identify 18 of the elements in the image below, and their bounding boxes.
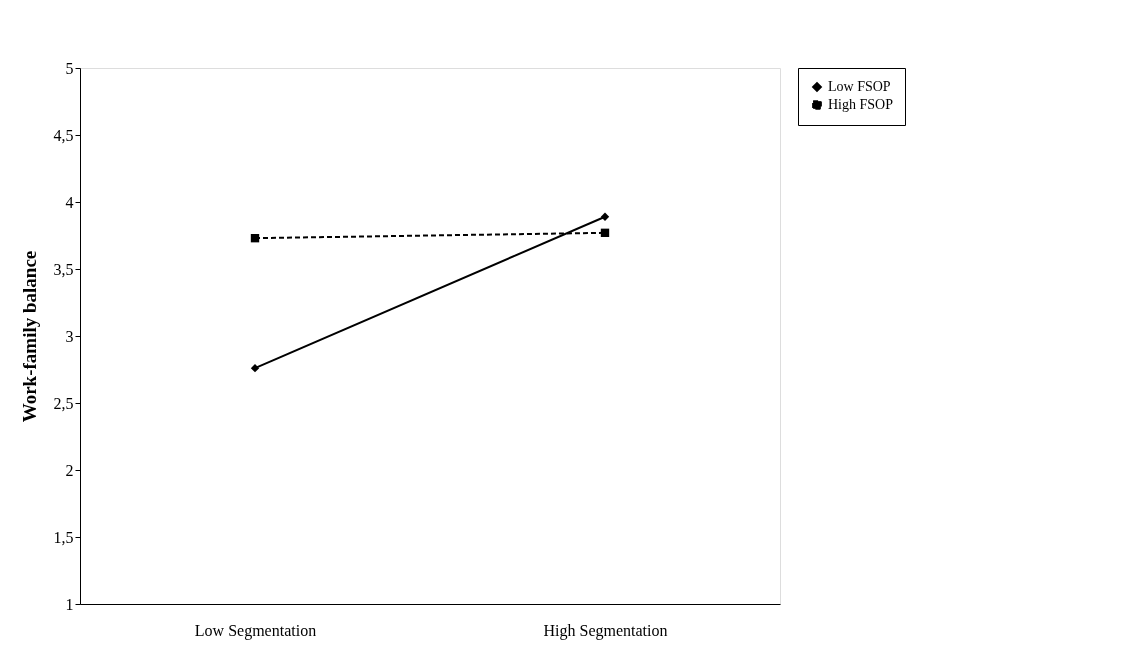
point [250, 234, 260, 243]
y-tick-label: 4 [65, 193, 74, 211]
y-tick-label: 3 [65, 327, 74, 345]
y-tick-label: 1 [65, 595, 74, 613]
y-tick-label: 1,5 [53, 528, 74, 546]
point [600, 212, 610, 221]
y-tick-label: 5 [65, 59, 74, 77]
x-tick-label: Low Segmentation [194, 621, 317, 640]
legend-label: Low FSOP [828, 79, 891, 94]
y-tick-label: 3,5 [53, 260, 74, 278]
legend-label: High FSOP [828, 97, 894, 112]
y-tick-label: 2,5 [53, 394, 74, 412]
y-tick-label: 4,5 [53, 126, 74, 144]
y-tick-label: 2 [65, 461, 74, 479]
y-axis-title: Work-family balance [18, 250, 40, 423]
point [250, 363, 260, 373]
point [600, 228, 610, 237]
x-tick-label: High Segmentation [543, 621, 668, 640]
